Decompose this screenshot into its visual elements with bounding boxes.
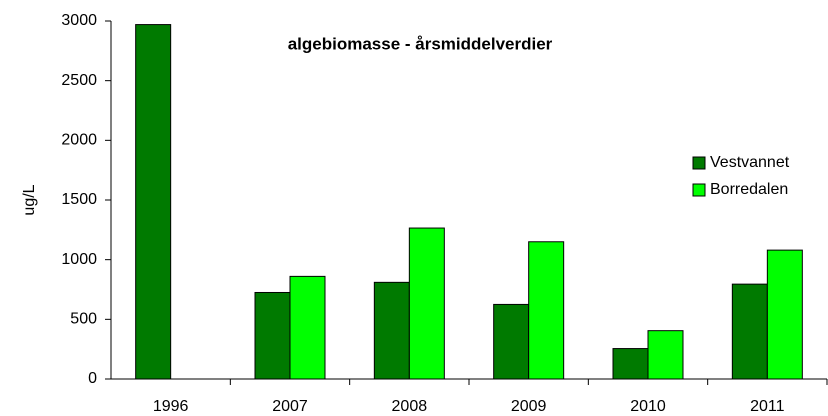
bar — [408, 227, 445, 380]
bar — [254, 291, 291, 380]
bar — [731, 283, 768, 380]
y-tick-label: 0 — [88, 370, 97, 387]
x-tick-label: 2011 — [750, 398, 785, 415]
bar — [493, 303, 530, 380]
y-axis-label: ug/L — [21, 184, 38, 215]
y-tick-label: 500 — [70, 311, 97, 328]
y-tick-label: 1000 — [61, 251, 97, 268]
bar — [289, 275, 326, 380]
x-tick-label: 2007 — [272, 398, 308, 415]
y-tick-label: 3000 — [61, 12, 97, 29]
legend-label: Vestvannet — [710, 154, 790, 171]
bar — [766, 249, 803, 380]
y-tick-label: 2000 — [61, 132, 97, 149]
x-tick-label: 2009 — [511, 398, 547, 415]
x-tick-label: 2008 — [392, 398, 428, 415]
legend-swatch — [692, 156, 706, 170]
legend-label: Borredalen — [710, 181, 788, 198]
y-tick-label: 2500 — [61, 72, 97, 89]
x-tick-label: 2010 — [630, 398, 666, 415]
bar — [612, 348, 649, 380]
y-tick-label: 1500 — [61, 191, 97, 208]
bar — [135, 24, 172, 380]
x-tick-label: 1996 — [153, 398, 189, 415]
legend-swatch — [692, 183, 706, 197]
bar — [373, 281, 410, 380]
bar — [647, 330, 684, 380]
bar — [528, 241, 565, 380]
chart-title: algebiomasse - årsmiddelverdier — [288, 34, 553, 53]
